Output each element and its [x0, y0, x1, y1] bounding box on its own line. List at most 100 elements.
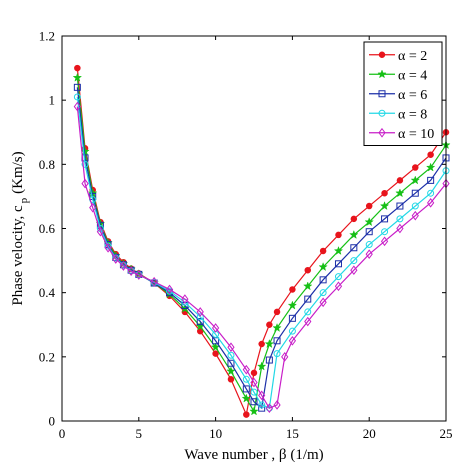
- legend: α = 2 α = 4 α = 6 α = 8 α = 10: [363, 41, 443, 146]
- data-point: [288, 327, 296, 335]
- data-point: [81, 178, 89, 189]
- data-point: [104, 242, 112, 253]
- data-point: [258, 340, 265, 348]
- data-point: [273, 308, 281, 316]
- data-point: [288, 335, 297, 346]
- y-tick-label: 0.6: [39, 221, 56, 236]
- data-point: [411, 202, 419, 210]
- legend-marker: [377, 69, 387, 79]
- data-point: [73, 93, 81, 101]
- data-point: [73, 101, 81, 112]
- y-axis-label-main: Phase velocity, c: [10, 205, 26, 306]
- data-point: [226, 366, 236, 376]
- x-axis-label: Wave number , β (1/m): [184, 447, 323, 463]
- data-point: [196, 307, 204, 317]
- data-point: [410, 175, 421, 185]
- legend-marker: [378, 127, 386, 138]
- data-point: [227, 376, 235, 383]
- data-point: [265, 356, 273, 364]
- data-point: [127, 266, 135, 277]
- x-tick-label: 15: [286, 426, 299, 441]
- data-point: [303, 281, 313, 291]
- data-point: [227, 351, 235, 359]
- legend-entry: α = 6: [369, 88, 427, 103]
- data-point: [379, 201, 390, 211]
- y-tick-label: 1.2: [39, 29, 55, 44]
- data-point: [242, 364, 250, 375]
- legend-entry: α = 10: [369, 127, 434, 142]
- data-point: [250, 388, 258, 396]
- series-layer: [72, 64, 451, 418]
- data-point: [289, 286, 296, 293]
- data-point: [266, 321, 273, 328]
- legend-label: α = 8: [398, 107, 427, 122]
- data-point: [243, 411, 250, 418]
- data-point: [381, 215, 389, 223]
- x-tick-label: 25: [440, 426, 453, 441]
- data-point: [335, 231, 342, 239]
- data-point: [273, 350, 281, 358]
- data-point: [119, 261, 128, 271]
- data-point: [350, 265, 358, 276]
- data-point: [242, 385, 250, 393]
- data-point: [318, 262, 328, 272]
- data-point: [73, 83, 81, 91]
- ticks-layer: 0 5 10 15 20 25 0 0.2 0.4 0.6 0.8 1 1.2: [39, 29, 453, 442]
- data-point: [196, 318, 204, 326]
- data-point: [304, 295, 312, 303]
- legend-label: α = 2: [398, 49, 427, 64]
- y-tick-label: 1: [49, 93, 56, 108]
- data-point: [396, 177, 404, 184]
- data-point: [364, 217, 374, 227]
- y-tick-label: 0.2: [39, 349, 55, 364]
- legend-entry: α = 8: [369, 107, 427, 122]
- x-tick-label: 20: [363, 426, 376, 441]
- data-point: [365, 202, 373, 210]
- data-point: [395, 188, 405, 198]
- data-point: [273, 337, 281, 345]
- data-point: [288, 314, 296, 322]
- data-point: [319, 247, 327, 255]
- data-point: [411, 189, 419, 197]
- legend-entry: α = 2: [369, 49, 427, 64]
- data-point: [242, 375, 250, 383]
- data-point: [381, 189, 388, 197]
- data-point: [196, 313, 204, 321]
- x-tick-label: 5: [136, 426, 143, 441]
- data-point: [365, 228, 373, 236]
- data-point: [74, 64, 81, 72]
- y-axis-label-unit: (Km/s): [10, 151, 26, 194]
- legend-entry: α = 4: [369, 68, 427, 83]
- data-point: [81, 160, 89, 168]
- data-point: [196, 327, 204, 335]
- data-point: [350, 244, 358, 252]
- data-point: [256, 361, 267, 371]
- data-point: [281, 352, 289, 362]
- data-point: [350, 215, 358, 223]
- series-5: [73, 101, 450, 413]
- data-point: [264, 339, 275, 349]
- legend-marker: [378, 51, 386, 58]
- data-point: [396, 202, 404, 210]
- data-point: [72, 72, 83, 82]
- data-point: [349, 229, 359, 239]
- data-point: [334, 260, 342, 268]
- data-point: [319, 297, 327, 308]
- legend-label: α = 4: [398, 68, 427, 83]
- data-point: [319, 276, 327, 284]
- data-point: [112, 254, 120, 264]
- data-point: [135, 270, 143, 280]
- data-point: [350, 257, 358, 265]
- data-point: [396, 215, 404, 223]
- data-point: [258, 390, 266, 401]
- data-point: [411, 210, 419, 221]
- y-axis-label-subscript: p: [18, 197, 30, 203]
- data-point: [304, 308, 312, 316]
- y-axis-label: Phase velocity, c p (Km/s): [10, 151, 30, 305]
- data-point: [319, 289, 327, 297]
- data-point: [258, 401, 266, 409]
- data-point: [381, 228, 389, 236]
- data-point: [287, 300, 298, 310]
- legend-marker: [378, 90, 386, 98]
